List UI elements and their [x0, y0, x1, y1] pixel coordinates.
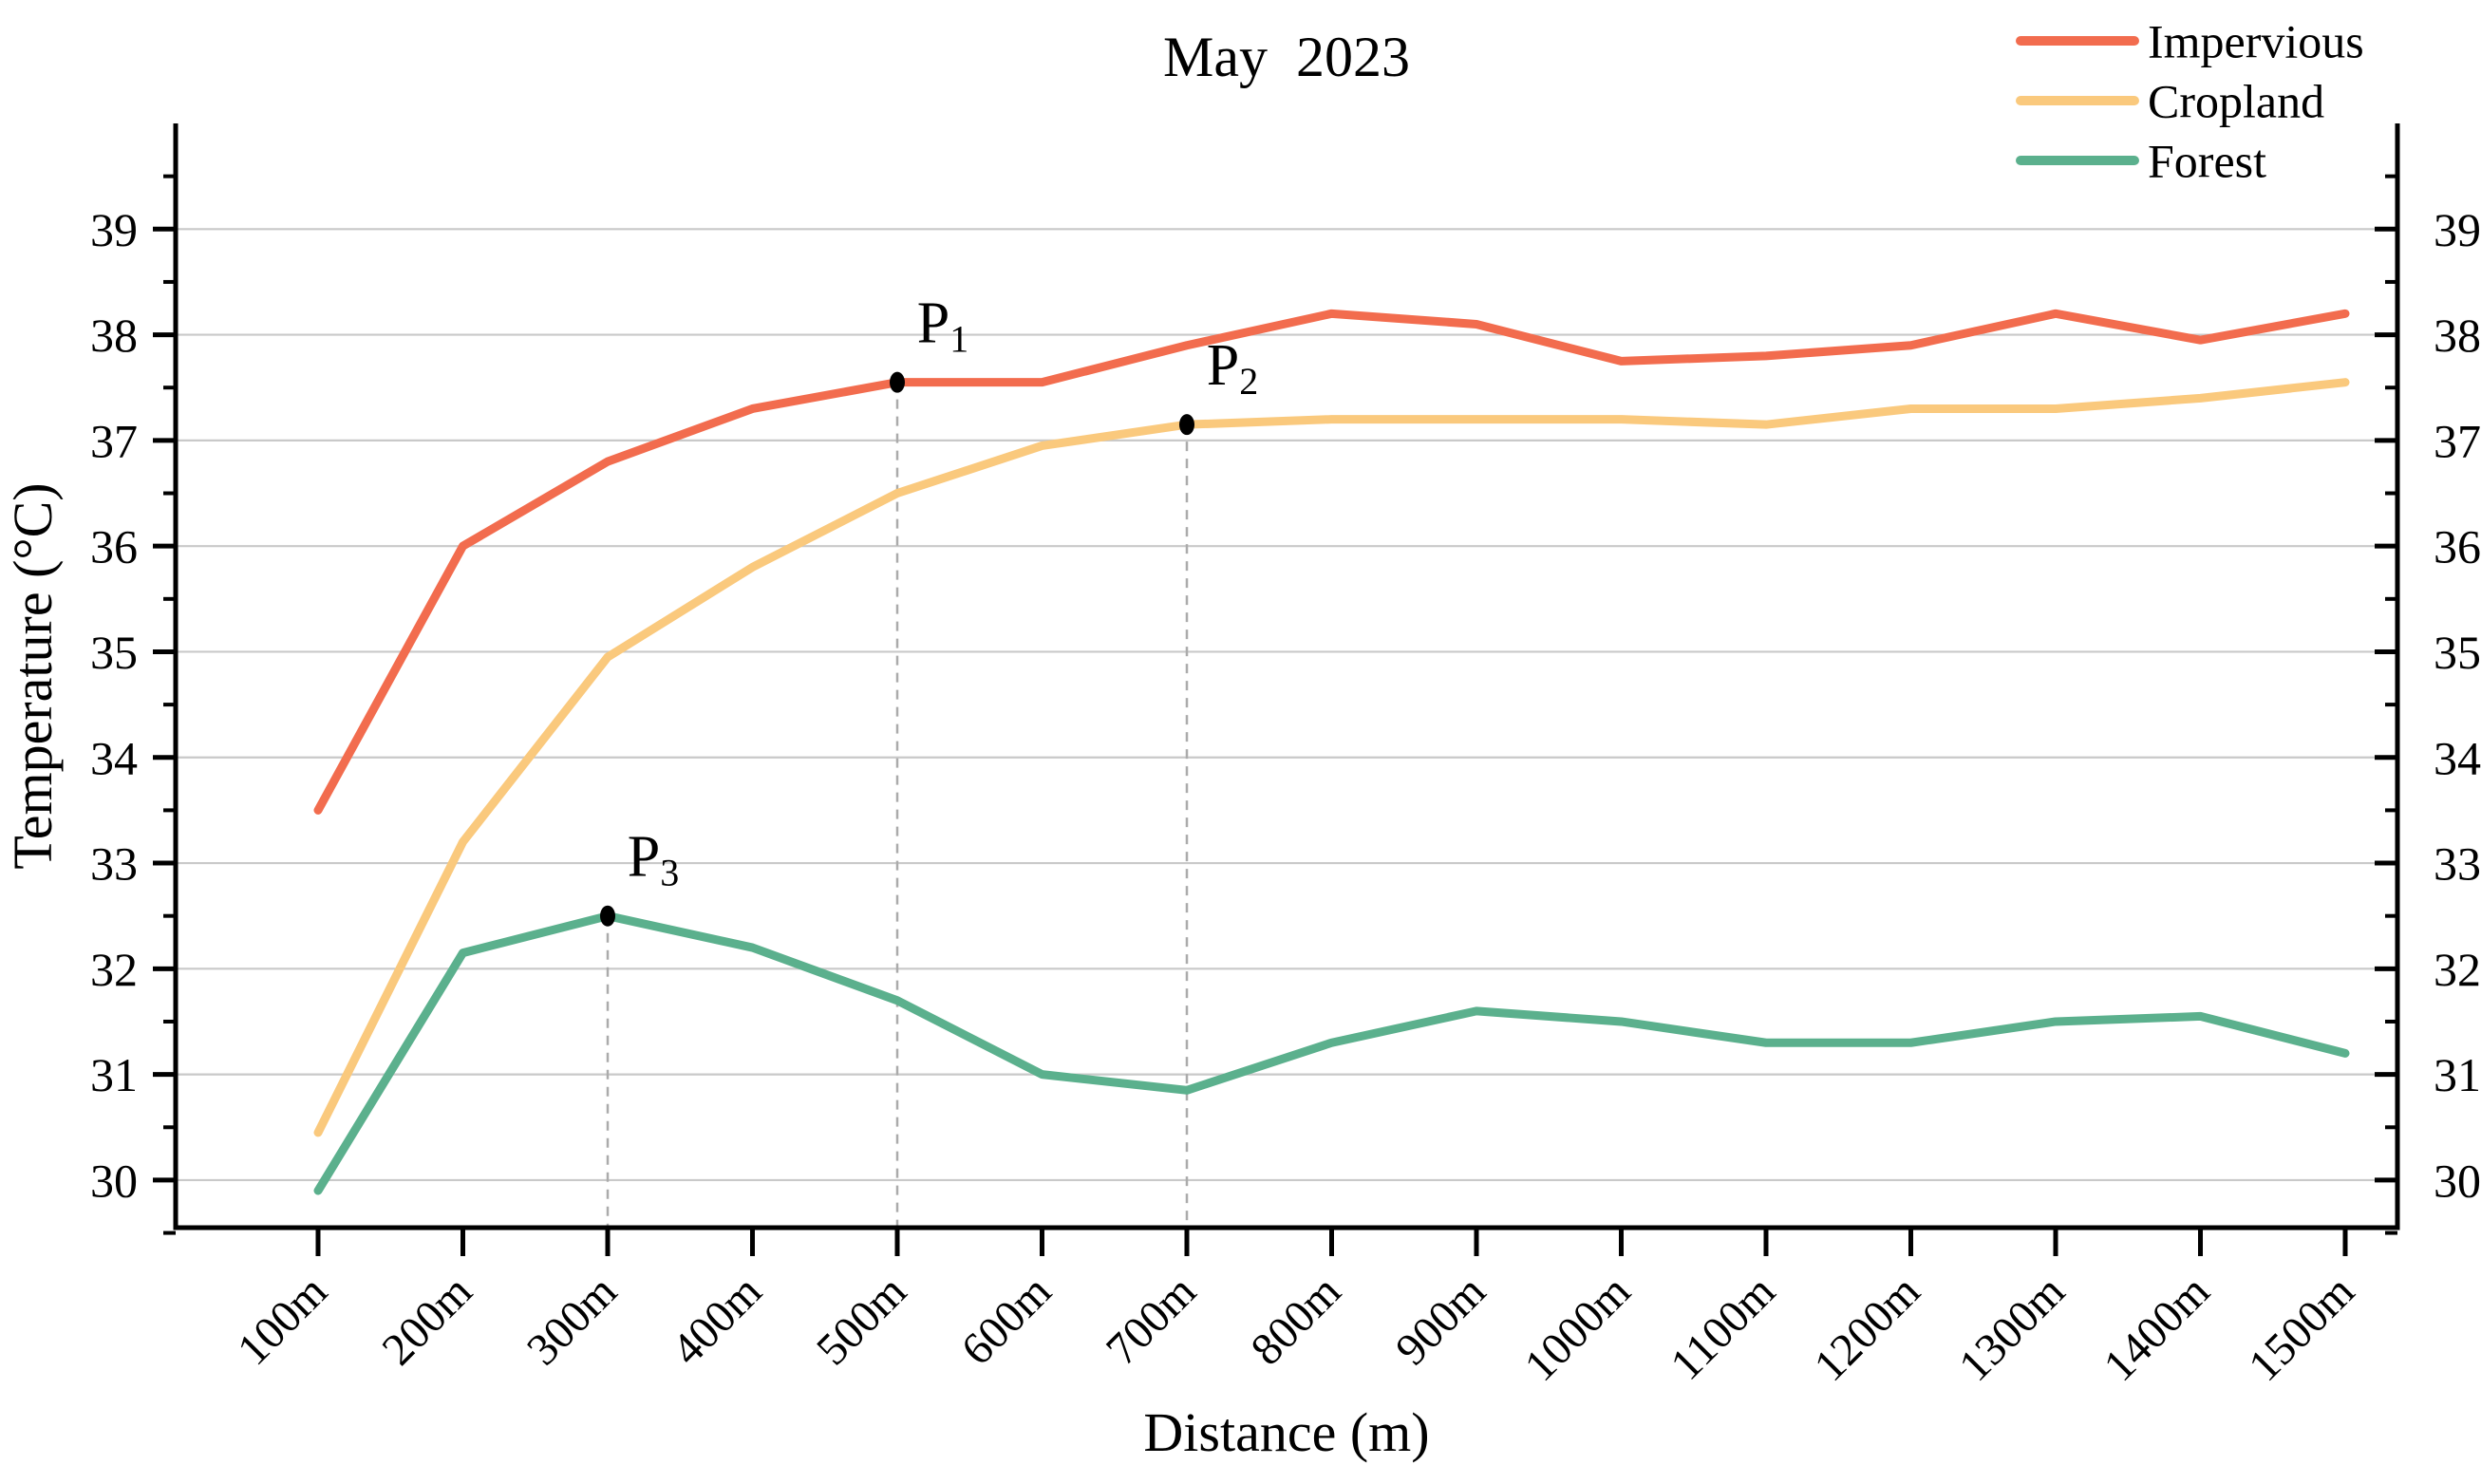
series-lines — [313, 309, 2350, 1195]
y-tick-label-left-33: 33 — [90, 837, 138, 891]
x-tick-label-900m: 900m — [1386, 1266, 1495, 1375]
x-tick-label-800m: 800m — [1241, 1266, 1350, 1375]
y-tick-label-left-38: 38 — [90, 309, 138, 362]
y-tick-label-left-36: 36 — [90, 520, 138, 573]
series-line-impervious — [313, 309, 2350, 815]
y-tick-label-right-30: 30 — [2434, 1154, 2481, 1207]
y-tick-label-right-31: 31 — [2434, 1048, 2481, 1101]
chart-title: May 2023 — [1163, 26, 1410, 88]
y-tick-label-right-38: 38 — [2434, 309, 2481, 362]
gridlines — [176, 228, 2397, 1182]
point-marker-p3 — [600, 905, 615, 927]
y-tick-label-right-36: 36 — [2434, 520, 2481, 573]
annotation-guide-lines — [606, 382, 1189, 1228]
y-tick-label-left-31: 31 — [90, 1048, 138, 1101]
y-tick-label-left-37: 37 — [90, 414, 138, 467]
annotation-subscript-3: 3 — [660, 852, 679, 894]
x-tick-label-700m: 700m — [1097, 1266, 1206, 1375]
y-tick-label-right-34: 34 — [2434, 731, 2481, 784]
legend-label-impervious: Impervious — [2148, 15, 2364, 68]
annotation-label-p1: P1 — [917, 291, 968, 361]
series-line-forest — [313, 911, 2350, 1195]
y-tick-label-right-37: 37 — [2434, 414, 2481, 467]
x-tick-label-1400m: 1400m — [2095, 1266, 2220, 1391]
y-tick-label-right-39: 39 — [2434, 203, 2481, 256]
legend: Impervious Cropland Forest — [2016, 15, 2364, 188]
point-marker-p2 — [1179, 414, 1194, 436]
annotation-subscript-2: 2 — [1239, 360, 1258, 403]
x-tick-label-1200m: 1200m — [1805, 1266, 1930, 1391]
axis-ticks — [153, 174, 2397, 1256]
y-axis-title: Temperature (°C) — [2, 482, 64, 869]
x-tick-label-1000m: 1000m — [1515, 1266, 1641, 1391]
x-tick-label-400m: 400m — [662, 1266, 771, 1375]
y-tick-label-left-32: 32 — [90, 943, 138, 996]
x-tick-label-1500m: 1500m — [2239, 1266, 2364, 1391]
series-line-cropland — [313, 378, 2350, 1137]
y-tick-label-right-32: 32 — [2434, 943, 2481, 996]
y-tick-label-left-34: 34 — [90, 731, 138, 784]
y-tick-label-right-33: 33 — [2434, 837, 2481, 891]
annotation-label-p3: P3 — [628, 825, 679, 894]
axis-spines — [173, 123, 2400, 1230]
x-tick-label-1100m: 1100m — [1661, 1266, 1785, 1390]
x-tick-label-300m: 300m — [517, 1266, 627, 1375]
x-tick-label-100m: 100m — [228, 1266, 337, 1375]
x-tick-label-1300m: 1300m — [1949, 1266, 2075, 1391]
x-axis-title: Distance (m) — [1143, 1401, 1429, 1463]
y-tick-label-left-39: 39 — [90, 203, 138, 256]
x-tick-label-500m: 500m — [807, 1266, 916, 1375]
x-tick-label-200m: 200m — [372, 1266, 481, 1375]
annotation-subscript-1: 1 — [949, 318, 968, 361]
legend-label-cropland: Cropland — [2148, 75, 2324, 128]
point-marker-p1 — [890, 371, 905, 393]
y-tick-label-left-30: 30 — [90, 1154, 138, 1207]
x-tick-label-600m: 600m — [951, 1266, 1061, 1375]
y-tick-label-right-35: 35 — [2434, 626, 2481, 679]
y-tick-label-left-35: 35 — [90, 626, 138, 679]
annotation-label-p2: P2 — [1207, 333, 1258, 403]
legend-label-forest: Forest — [2148, 135, 2266, 188]
